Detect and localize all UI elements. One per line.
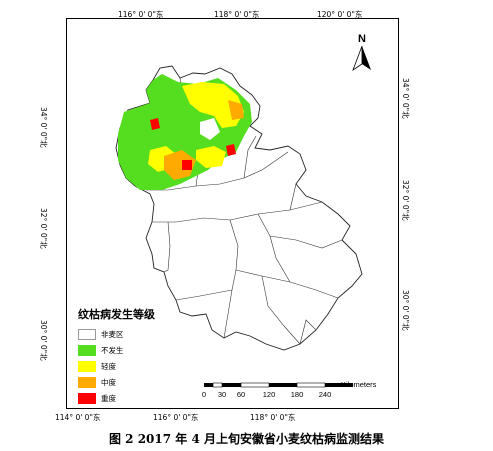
top-tick-118: 118° 0' 0"东 [214,10,260,19]
scale-label-240: 240 [319,390,332,399]
legend-item-light: 轻度 [78,358,188,374]
north-arrow: N [352,33,371,72]
scale-label-180: 180 [291,390,304,399]
region-severe-3 [150,118,160,130]
legend: 纹枯病发生等级 非麦区 不发生 轻度 中度 重度 [78,306,188,406]
region-moderate [164,150,196,180]
legend-swatch [78,328,96,340]
legend-swatch [78,344,96,356]
region-severe [182,160,192,170]
scale-label-30: 30 [218,390,226,399]
north-label: N [358,33,366,45]
legend-label: 不发生 [101,345,124,355]
scale-bar: Kilometers 0 30 60 120 180 240 [202,381,377,399]
region-nonwheat [200,118,220,140]
bottom-tick-114: 114° 0' 0"东 [55,413,101,422]
legend-label: 轻度 [101,361,116,371]
legend-swatch [78,376,96,388]
region-moderate-2 [228,100,244,120]
legend-item-nonwheat: 非麦区 [78,326,188,342]
bottom-tick-116: 116° 0' 0"东 [153,413,199,422]
legend-swatch [78,360,96,372]
bottom-tick-118: 118° 0' 0"东 [250,413,296,422]
legend-item-none: 不发生 [78,342,188,358]
region-light [182,82,244,128]
region-light-3 [196,146,226,168]
top-tick-120: 120° 0' 0"东 [317,10,363,19]
figure-caption: 图 2 2017 年 4 月上旬安徽省小麦纹枯病监测结果 [109,432,384,446]
top-tick-116: 116° 0' 0"东 [118,10,164,19]
scale-label-60: 60 [237,390,245,399]
city-boundaries [146,77,343,345]
legend-item-moderate: 中度 [78,374,188,390]
legend-item-severe: 重度 [78,390,188,406]
legend-label: 重度 [101,393,116,403]
scale-label-0: 0 [202,390,206,399]
scale-label-120: 120 [263,390,276,399]
legend-swatch [78,392,96,404]
legend-label: 非麦区 [101,329,124,339]
legend-label: 中度 [101,377,116,387]
scale-unit: Kilometers [341,381,377,389]
region-severe-2 [226,144,236,156]
legend-title: 纹枯病发生等级 [78,308,155,321]
disease-grade-layer [118,74,252,190]
